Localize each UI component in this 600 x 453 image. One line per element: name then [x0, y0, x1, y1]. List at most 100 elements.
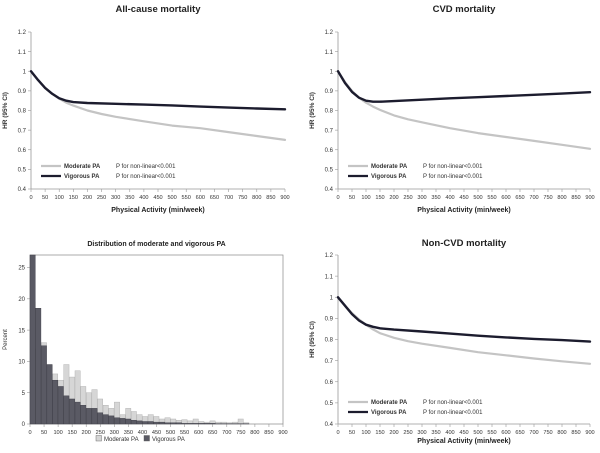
- bar-vigorous: [130, 420, 137, 425]
- x-tick-label: 400: [138, 430, 147, 436]
- y-tick-label: 0.5: [325, 401, 334, 407]
- x-tick-label: 350: [431, 195, 440, 201]
- legend-swatch: [95, 435, 102, 442]
- y-tick-label: 0.9: [18, 89, 27, 95]
- x-tick-label: 750: [236, 430, 245, 436]
- chart-panel-4: Non-CVD mortality 0.4 0.5 0.6 0.7 0.8 0.9 1 1.1 1…: [309, 238, 595, 445]
- x-tick-label: 650: [210, 195, 219, 201]
- x-tick-label: 900: [278, 430, 287, 436]
- x-tick-label: 250: [403, 430, 412, 436]
- x-tick-label: 400: [445, 195, 454, 201]
- x-tick-label: 400: [445, 430, 454, 436]
- series-line-vigorous: [29, 70, 287, 111]
- x-tick-label: 0: [29, 195, 32, 201]
- y-tick-label: 1.1: [18, 50, 27, 56]
- x-tick-label: 800: [557, 430, 566, 436]
- x-tick-label: 300: [111, 195, 120, 201]
- bar-vigorous: [136, 420, 143, 425]
- x-tick-label: 850: [571, 430, 580, 436]
- x-tick-label: 550: [487, 430, 496, 436]
- y-tick-label: 0.5: [18, 168, 27, 174]
- bar-vigorous: [69, 398, 75, 425]
- bar-vigorous: [119, 418, 126, 425]
- bar-vigorous: [187, 423, 193, 425]
- legend-note: P for non-linear<0.001: [423, 400, 483, 406]
- chart-title: Distribution of moderate and vigorous PA: [87, 241, 225, 248]
- x-tick-label: 600: [501, 195, 510, 201]
- x-tick-label: 550: [180, 430, 189, 436]
- x-tick-label: 50: [42, 195, 48, 201]
- y-tick-label: 1: [330, 69, 334, 75]
- legend-label: Moderate PA: [104, 437, 139, 443]
- chart-panel-1: All-cause mortality 0.4 0.5 0.6 0.7 0.8 0.9 1 1.…: [2, 4, 290, 214]
- bar-vigorous: [41, 345, 47, 425]
- bar-vigorous: [170, 422, 177, 425]
- legend-swatch: [143, 435, 150, 442]
- legend-note: P for non-linear<0.001: [423, 410, 483, 416]
- x-tick-label: 250: [97, 195, 106, 201]
- x-tick-label: 600: [196, 195, 205, 201]
- y-tick-label: 1.2: [325, 30, 334, 36]
- chart-panel-3: Distribution of moderate and vigorous PA…: [3, 241, 288, 443]
- y-tick-label: 0.6: [325, 148, 334, 154]
- x-axis-label: Physical Activity (min/week): [417, 438, 511, 445]
- legend-label: Moderate PA: [371, 400, 408, 406]
- legend-note: P for non-linear<0.001: [116, 174, 176, 180]
- bar-vigorous: [102, 414, 109, 425]
- chart-title: Non-CVD mortality: [422, 238, 507, 249]
- x-tick-label: 650: [208, 430, 217, 436]
- y-axis-label: Percent: [3, 329, 9, 350]
- x-tick-label: 700: [224, 195, 233, 201]
- x-tick-label: 150: [375, 430, 384, 436]
- x-tick-label: 350: [124, 430, 133, 436]
- bar-vigorous: [181, 423, 188, 425]
- x-tick-label: 750: [543, 430, 552, 436]
- y-tick-label: 0.7: [325, 359, 334, 365]
- bar-vigorous: [175, 422, 182, 425]
- x-tick-label: 100: [361, 430, 370, 436]
- chart-title: CVD mortality: [433, 4, 497, 15]
- y-axis-label: HR (95% CI): [309, 92, 316, 129]
- y-tick-label: 0.8: [325, 109, 334, 115]
- bar-vigorous: [74, 401, 81, 425]
- y-tick-label: 1: [330, 295, 334, 301]
- x-tick-label: 200: [83, 195, 92, 201]
- x-tick-label: 0: [28, 430, 31, 436]
- x-tick-label: 50: [349, 430, 355, 436]
- x-tick-label: 50: [41, 430, 47, 436]
- x-tick-label: 150: [69, 195, 78, 201]
- bar-vigorous: [35, 308, 42, 425]
- y-tick-label: 0.4: [325, 187, 334, 193]
- x-tick-label: 600: [501, 430, 510, 436]
- x-tick-label: 850: [571, 195, 580, 201]
- x-tick-label: 100: [53, 430, 62, 436]
- x-tick-label: 300: [417, 430, 426, 436]
- series-line-vigorous: [336, 70, 592, 103]
- x-tick-label: 700: [222, 430, 231, 436]
- y-tick-label: 0.9: [325, 317, 334, 323]
- y-axis-label: HR (95% CI): [2, 92, 9, 129]
- x-tick-label: 650: [515, 430, 524, 436]
- y-tick-label: 0.6: [18, 148, 27, 154]
- x-tick-label: 900: [585, 430, 594, 436]
- legend-label: Vigorous PA: [371, 410, 407, 416]
- x-tick-label: 300: [110, 430, 119, 436]
- series-line-moderate: [336, 70, 592, 150]
- x-tick-label: 200: [389, 430, 398, 436]
- bar-vigorous: [159, 421, 165, 425]
- legend-note: P for non-linear<0.001: [423, 174, 483, 180]
- y-tick-label: 0.7: [325, 128, 334, 134]
- x-axis-label: Physical Activity (min/week): [417, 207, 511, 214]
- legend-label: Vigorous PA: [64, 174, 100, 180]
- y-tick-label: 0.6: [325, 380, 334, 386]
- bar-vigorous: [91, 408, 98, 425]
- bar-vigorous: [46, 364, 53, 425]
- bar-vigorous: [108, 415, 115, 425]
- bar-vigorous: [86, 408, 92, 425]
- y-tick-label: 1.2: [325, 253, 334, 259]
- bar-vigorous: [142, 421, 148, 425]
- y-tick-label: 1: [23, 69, 27, 75]
- series-line-moderate: [336, 296, 592, 365]
- y-tick-label: 5: [22, 391, 26, 397]
